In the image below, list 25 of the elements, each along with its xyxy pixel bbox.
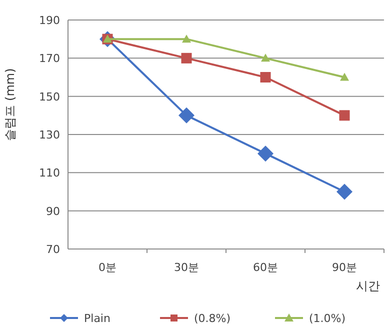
point <box>336 184 352 200</box>
y-tick-label: 90 <box>46 204 60 218</box>
legend-label: (0.8%) <box>194 312 231 325</box>
legend-label: (1.0%) <box>309 312 346 325</box>
x-tick-label: 60분 <box>253 261 278 274</box>
x-tick-label: 90분 <box>332 261 357 274</box>
y-tick-label: 70 <box>46 243 60 256</box>
legend-label: Plain <box>84 312 110 325</box>
y-axis-title: 슬럼프 (mm) <box>3 68 17 141</box>
point <box>339 110 350 121</box>
point <box>178 107 194 124</box>
point <box>181 52 192 64</box>
x-tick-label: 0분 <box>98 261 116 274</box>
point <box>261 54 270 62</box>
y-tick-label: 170 <box>39 52 60 66</box>
point <box>258 146 274 162</box>
x-axis-title: 시간 <box>356 279 380 293</box>
y-tick-label: 110 <box>39 166 60 180</box>
point <box>340 72 349 81</box>
x-tick-label: 30분 <box>174 261 199 274</box>
point <box>260 72 271 82</box>
y-tick-label: 190 <box>39 14 60 27</box>
point <box>182 34 191 43</box>
y-tick-label: 130 <box>39 128 60 142</box>
y-tick-label: 150 <box>39 90 60 104</box>
